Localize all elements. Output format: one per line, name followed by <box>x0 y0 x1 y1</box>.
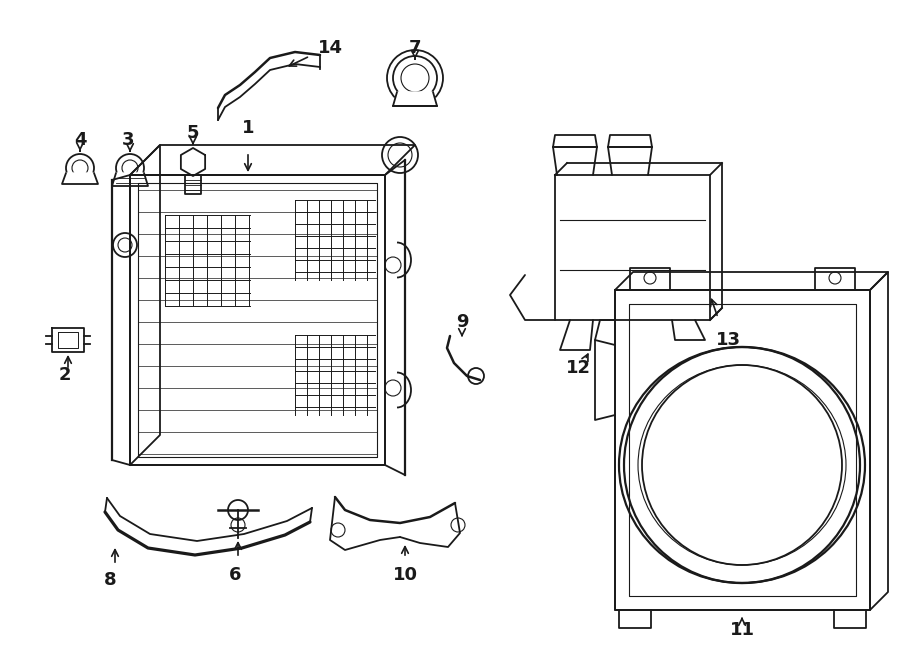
Polygon shape <box>112 173 148 186</box>
Polygon shape <box>834 610 866 628</box>
Text: 9: 9 <box>455 313 468 331</box>
Polygon shape <box>181 148 205 176</box>
Circle shape <box>387 50 443 106</box>
Text: 6: 6 <box>229 566 241 584</box>
Circle shape <box>116 154 144 182</box>
Polygon shape <box>130 145 415 175</box>
Circle shape <box>228 500 248 520</box>
Polygon shape <box>615 272 888 290</box>
Circle shape <box>624 347 860 583</box>
Polygon shape <box>555 175 710 320</box>
Text: 13: 13 <box>716 331 741 349</box>
Polygon shape <box>185 176 201 194</box>
Polygon shape <box>608 135 652 147</box>
Polygon shape <box>510 275 555 320</box>
Polygon shape <box>560 320 593 350</box>
Text: 10: 10 <box>392 566 418 584</box>
Circle shape <box>468 368 484 384</box>
Text: 11: 11 <box>730 621 754 639</box>
Polygon shape <box>619 610 651 628</box>
Text: 4: 4 <box>74 131 86 149</box>
Polygon shape <box>130 175 385 465</box>
Text: 14: 14 <box>318 39 343 57</box>
Polygon shape <box>62 173 98 184</box>
Polygon shape <box>815 268 855 290</box>
Polygon shape <box>672 320 705 340</box>
Polygon shape <box>130 145 160 465</box>
Polygon shape <box>608 147 652 175</box>
Text: 12: 12 <box>565 359 590 377</box>
Polygon shape <box>553 147 597 175</box>
Text: 7: 7 <box>409 39 421 57</box>
Polygon shape <box>870 272 888 610</box>
Circle shape <box>382 137 418 173</box>
Circle shape <box>113 233 137 257</box>
Text: 2: 2 <box>58 366 71 384</box>
Circle shape <box>66 154 94 182</box>
Polygon shape <box>52 328 84 352</box>
Polygon shape <box>553 135 597 147</box>
Text: 1: 1 <box>242 119 254 137</box>
Text: 5: 5 <box>187 124 199 142</box>
Polygon shape <box>393 92 437 106</box>
Text: 3: 3 <box>122 131 134 149</box>
Polygon shape <box>615 290 870 610</box>
Polygon shape <box>630 268 670 290</box>
Text: 8: 8 <box>104 571 116 589</box>
